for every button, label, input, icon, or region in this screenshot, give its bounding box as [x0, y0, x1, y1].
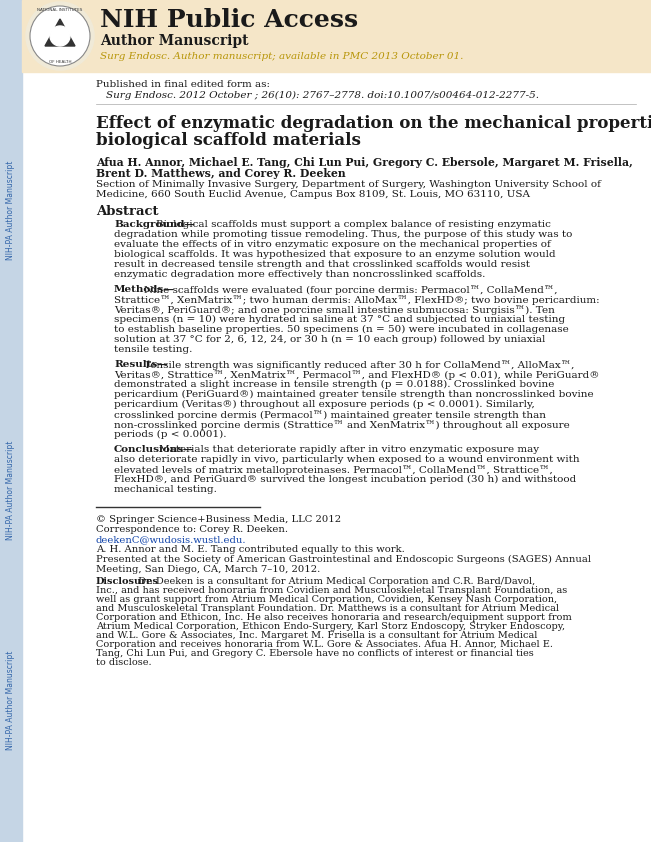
Text: to establish baseline properties. 50 specimens (n = 50) were incubated in collag: to establish baseline properties. 50 spe…: [114, 325, 569, 334]
Text: and W.L. Gore & Associates, Inc. Margaret M. Frisella is a consultant for Atrium: and W.L. Gore & Associates, Inc. Margare…: [96, 631, 537, 640]
Text: mechanical testing.: mechanical testing.: [114, 485, 217, 494]
Text: Inc., and has received honoraria from Covidien and Musculoskeletal Transplant Fo: Inc., and has received honoraria from Co…: [96, 586, 567, 595]
Text: Effect of enzymatic degradation on the mechanical properties of: Effect of enzymatic degradation on the m…: [96, 115, 651, 132]
Text: Correspondence to: Corey R. Deeken.: Correspondence to: Corey R. Deeken.: [96, 525, 288, 534]
Text: NIH-PA Author Manuscript: NIH-PA Author Manuscript: [7, 650, 16, 749]
Text: evaluate the effects of in vitro enzymatic exposure on the mechanical properties: evaluate the effects of in vitro enzymat…: [114, 240, 551, 249]
Text: OF HEALTH: OF HEALTH: [49, 60, 71, 64]
Text: Surg Endosc. 2012 October ; 26(10): 2767–2778. doi:10.1007/s00464-012-2277-5.: Surg Endosc. 2012 October ; 26(10): 2767…: [106, 91, 539, 100]
Text: Corporation and Ethicon, Inc. He also receives honoraria and research/equipment : Corporation and Ethicon, Inc. He also re…: [96, 613, 572, 622]
Text: Nine scaffolds were evaluated (four porcine dermis: Permacol™, CollaMend™,: Nine scaffolds were evaluated (four porc…: [145, 285, 558, 295]
Text: crosslinked porcine dermis (Permacol™) maintained greater tensile strength than: crosslinked porcine dermis (Permacol™) m…: [114, 410, 546, 419]
Text: and Musculoskeletal Transplant Foundation. Dr. Matthews is a consultant for Atri: and Musculoskeletal Transplant Foundatio…: [96, 604, 559, 613]
Text: © Springer Science+Business Media, LLC 2012: © Springer Science+Business Media, LLC 2…: [96, 515, 341, 524]
Text: result in decreased tensile strength and that crosslinked scaffolds would resist: result in decreased tensile strength and…: [114, 260, 530, 269]
Text: enzymatic degradation more effectively than noncrosslinked scaffolds.: enzymatic degradation more effectively t…: [114, 270, 486, 279]
Text: Conclusions—: Conclusions—: [114, 445, 195, 454]
Text: NIH-PA Author Manuscript: NIH-PA Author Manuscript: [7, 440, 16, 540]
Bar: [0, 0, 22, 842]
Text: elevated levels of matrix metalloproteinases. Permacol™, CollaMend™, Strattice™,: elevated levels of matrix metalloprotein…: [114, 465, 553, 475]
Text: Dr. Deeken is a consultant for Atrium Medical Corporation and C.R. Bard/Davol,: Dr. Deeken is a consultant for Atrium Me…: [135, 577, 535, 586]
Text: Tang, Chi Lun Pui, and Gregory C. Ebersole have no conflicts of interest or fina: Tang, Chi Lun Pui, and Gregory C. Eberso…: [96, 649, 534, 658]
Bar: [22, 0, 651, 72]
Text: Atrium Medical Corporation, Ethicon Endo-Surgery, Karl Storz Endoscopy, Stryker : Atrium Medical Corporation, Ethicon Endo…: [96, 622, 565, 631]
Text: Author Manuscript: Author Manuscript: [100, 34, 249, 48]
Text: Disclosures: Disclosures: [96, 577, 159, 586]
Text: tensile testing.: tensile testing.: [114, 345, 193, 354]
Text: also deteriorate rapidly in vivo, particularly when exposed to a wound environme: also deteriorate rapidly in vivo, partic…: [114, 455, 579, 464]
Text: Results—: Results—: [114, 360, 167, 369]
Text: Strattice™, XenMatrix™; two human dermis: AlloMax™, FlexHD®; two bovine pericard: Strattice™, XenMatrix™; two human dermis…: [114, 295, 600, 305]
Circle shape: [50, 26, 70, 46]
Text: Veritas®, Strattice™, XenMatrix™, Permacol™, and FlexHD® (p < 0.01), while PeriG: Veritas®, Strattice™, XenMatrix™, Permac…: [114, 370, 600, 380]
Text: periods (p < 0.0001).: periods (p < 0.0001).: [114, 430, 227, 440]
Text: Veritas®, PeriGuard®; and one porcine small intestine submucosa: Surgisis™). Ten: Veritas®, PeriGuard®; and one porcine sm…: [114, 305, 555, 315]
Text: Corporation and receives honoraria from W.L. Gore & Associates. Afua H. Annor, M: Corporation and receives honoraria from …: [96, 640, 553, 649]
Text: pericardium (PeriGuard®) maintained greater tensile strength than noncrosslinked: pericardium (PeriGuard®) maintained grea…: [114, 390, 594, 399]
Text: demonstrated a slight increase in tensile strength (p = 0.0188). Crosslinked bov: demonstrated a slight increase in tensil…: [114, 380, 555, 389]
Text: Tensile strength was significantly reduced after 30 h for CollaMend™, AlloMax™,: Tensile strength was significantly reduc…: [145, 360, 575, 370]
Text: solution at 37 °C for 2, 6, 12, 24, or 30 h (n = 10 each group) followed by unia: solution at 37 °C for 2, 6, 12, 24, or 3…: [114, 335, 546, 344]
Text: pericardium (Veritas®) throughout all exposure periods (p < 0.0001). Similarly,: pericardium (Veritas®) throughout all ex…: [114, 400, 534, 409]
Text: NIH-PA Author Manuscript: NIH-PA Author Manuscript: [7, 160, 16, 259]
Text: Background—: Background—: [114, 220, 195, 229]
Text: Medicine, 660 South Euclid Avenue, Campus Box 8109, St. Louis, MO 63110, USA: Medicine, 660 South Euclid Avenue, Campu…: [96, 190, 530, 199]
Text: Methods—: Methods—: [114, 285, 174, 294]
Circle shape: [30, 6, 90, 66]
Text: Published in final edited form as:: Published in final edited form as:: [96, 80, 270, 89]
Text: Section of Minimally Invasive Surgery, Department of Surgery, Washington Univers: Section of Minimally Invasive Surgery, D…: [96, 180, 601, 189]
Text: degradation while promoting tissue remodeling. Thus, the purpose of this study w: degradation while promoting tissue remod…: [114, 230, 572, 239]
Text: FlexHD®, and PeriGuard® survived the longest incubation period (30 h) and withst: FlexHD®, and PeriGuard® survived the lon…: [114, 475, 576, 484]
Circle shape: [26, 2, 94, 70]
Text: Materials that deteriorate rapidly after in vitro enzymatic exposure may: Materials that deteriorate rapidly after…: [159, 445, 540, 454]
Text: Abstract: Abstract: [96, 205, 158, 218]
Text: A. H. Annor and M. E. Tang contributed equally to this work.: A. H. Annor and M. E. Tang contributed e…: [96, 545, 405, 554]
Text: Surg Endosc. Author manuscript; available in PMC 2013 October 01.: Surg Endosc. Author manuscript; availabl…: [100, 52, 464, 61]
Text: well as grant support from Atrium Medical Corporation, Covidien, Kensey Nash Cor: well as grant support from Atrium Medica…: [96, 595, 557, 604]
Polygon shape: [45, 19, 75, 46]
Text: to disclose.: to disclose.: [96, 658, 152, 667]
Text: NATIONAL INSTITUTES: NATIONAL INSTITUTES: [37, 8, 83, 12]
Text: Presented at the Society of American Gastrointestinal and Endoscopic Surgeons (S: Presented at the Society of American Gas…: [96, 555, 591, 564]
Text: Meeting, San Diego, CA, March 7–10, 2012.: Meeting, San Diego, CA, March 7–10, 2012…: [96, 564, 320, 573]
Text: Afua H. Annor, Michael E. Tang, Chi Lun Pui, Gregory C. Ebersole, Margaret M. Fr: Afua H. Annor, Michael E. Tang, Chi Lun …: [96, 157, 633, 168]
Text: Biological scaffolds must support a complex balance of resisting enzymatic: Biological scaffolds must support a comp…: [156, 220, 551, 229]
Text: non-crosslinked porcine dermis (Strattice™ and XenMatrix™) throughout all exposu: non-crosslinked porcine dermis (Strattic…: [114, 420, 570, 429]
Text: specimens (n = 10) were hydrated in saline at 37 °C and subjected to uniaxial te: specimens (n = 10) were hydrated in sali…: [114, 315, 565, 324]
Text: biological scaffolds. It was hypothesized that exposure to an enzyme solution wo: biological scaffolds. It was hypothesize…: [114, 250, 555, 259]
Text: biological scaffold materials: biological scaffold materials: [96, 132, 361, 149]
Text: NIH Public Access: NIH Public Access: [100, 8, 358, 32]
Text: Brent D. Matthews, and Corey R. Deeken: Brent D. Matthews, and Corey R. Deeken: [96, 168, 346, 179]
Text: deekenC@wudosis.wustl.edu.: deekenC@wudosis.wustl.edu.: [96, 535, 247, 544]
